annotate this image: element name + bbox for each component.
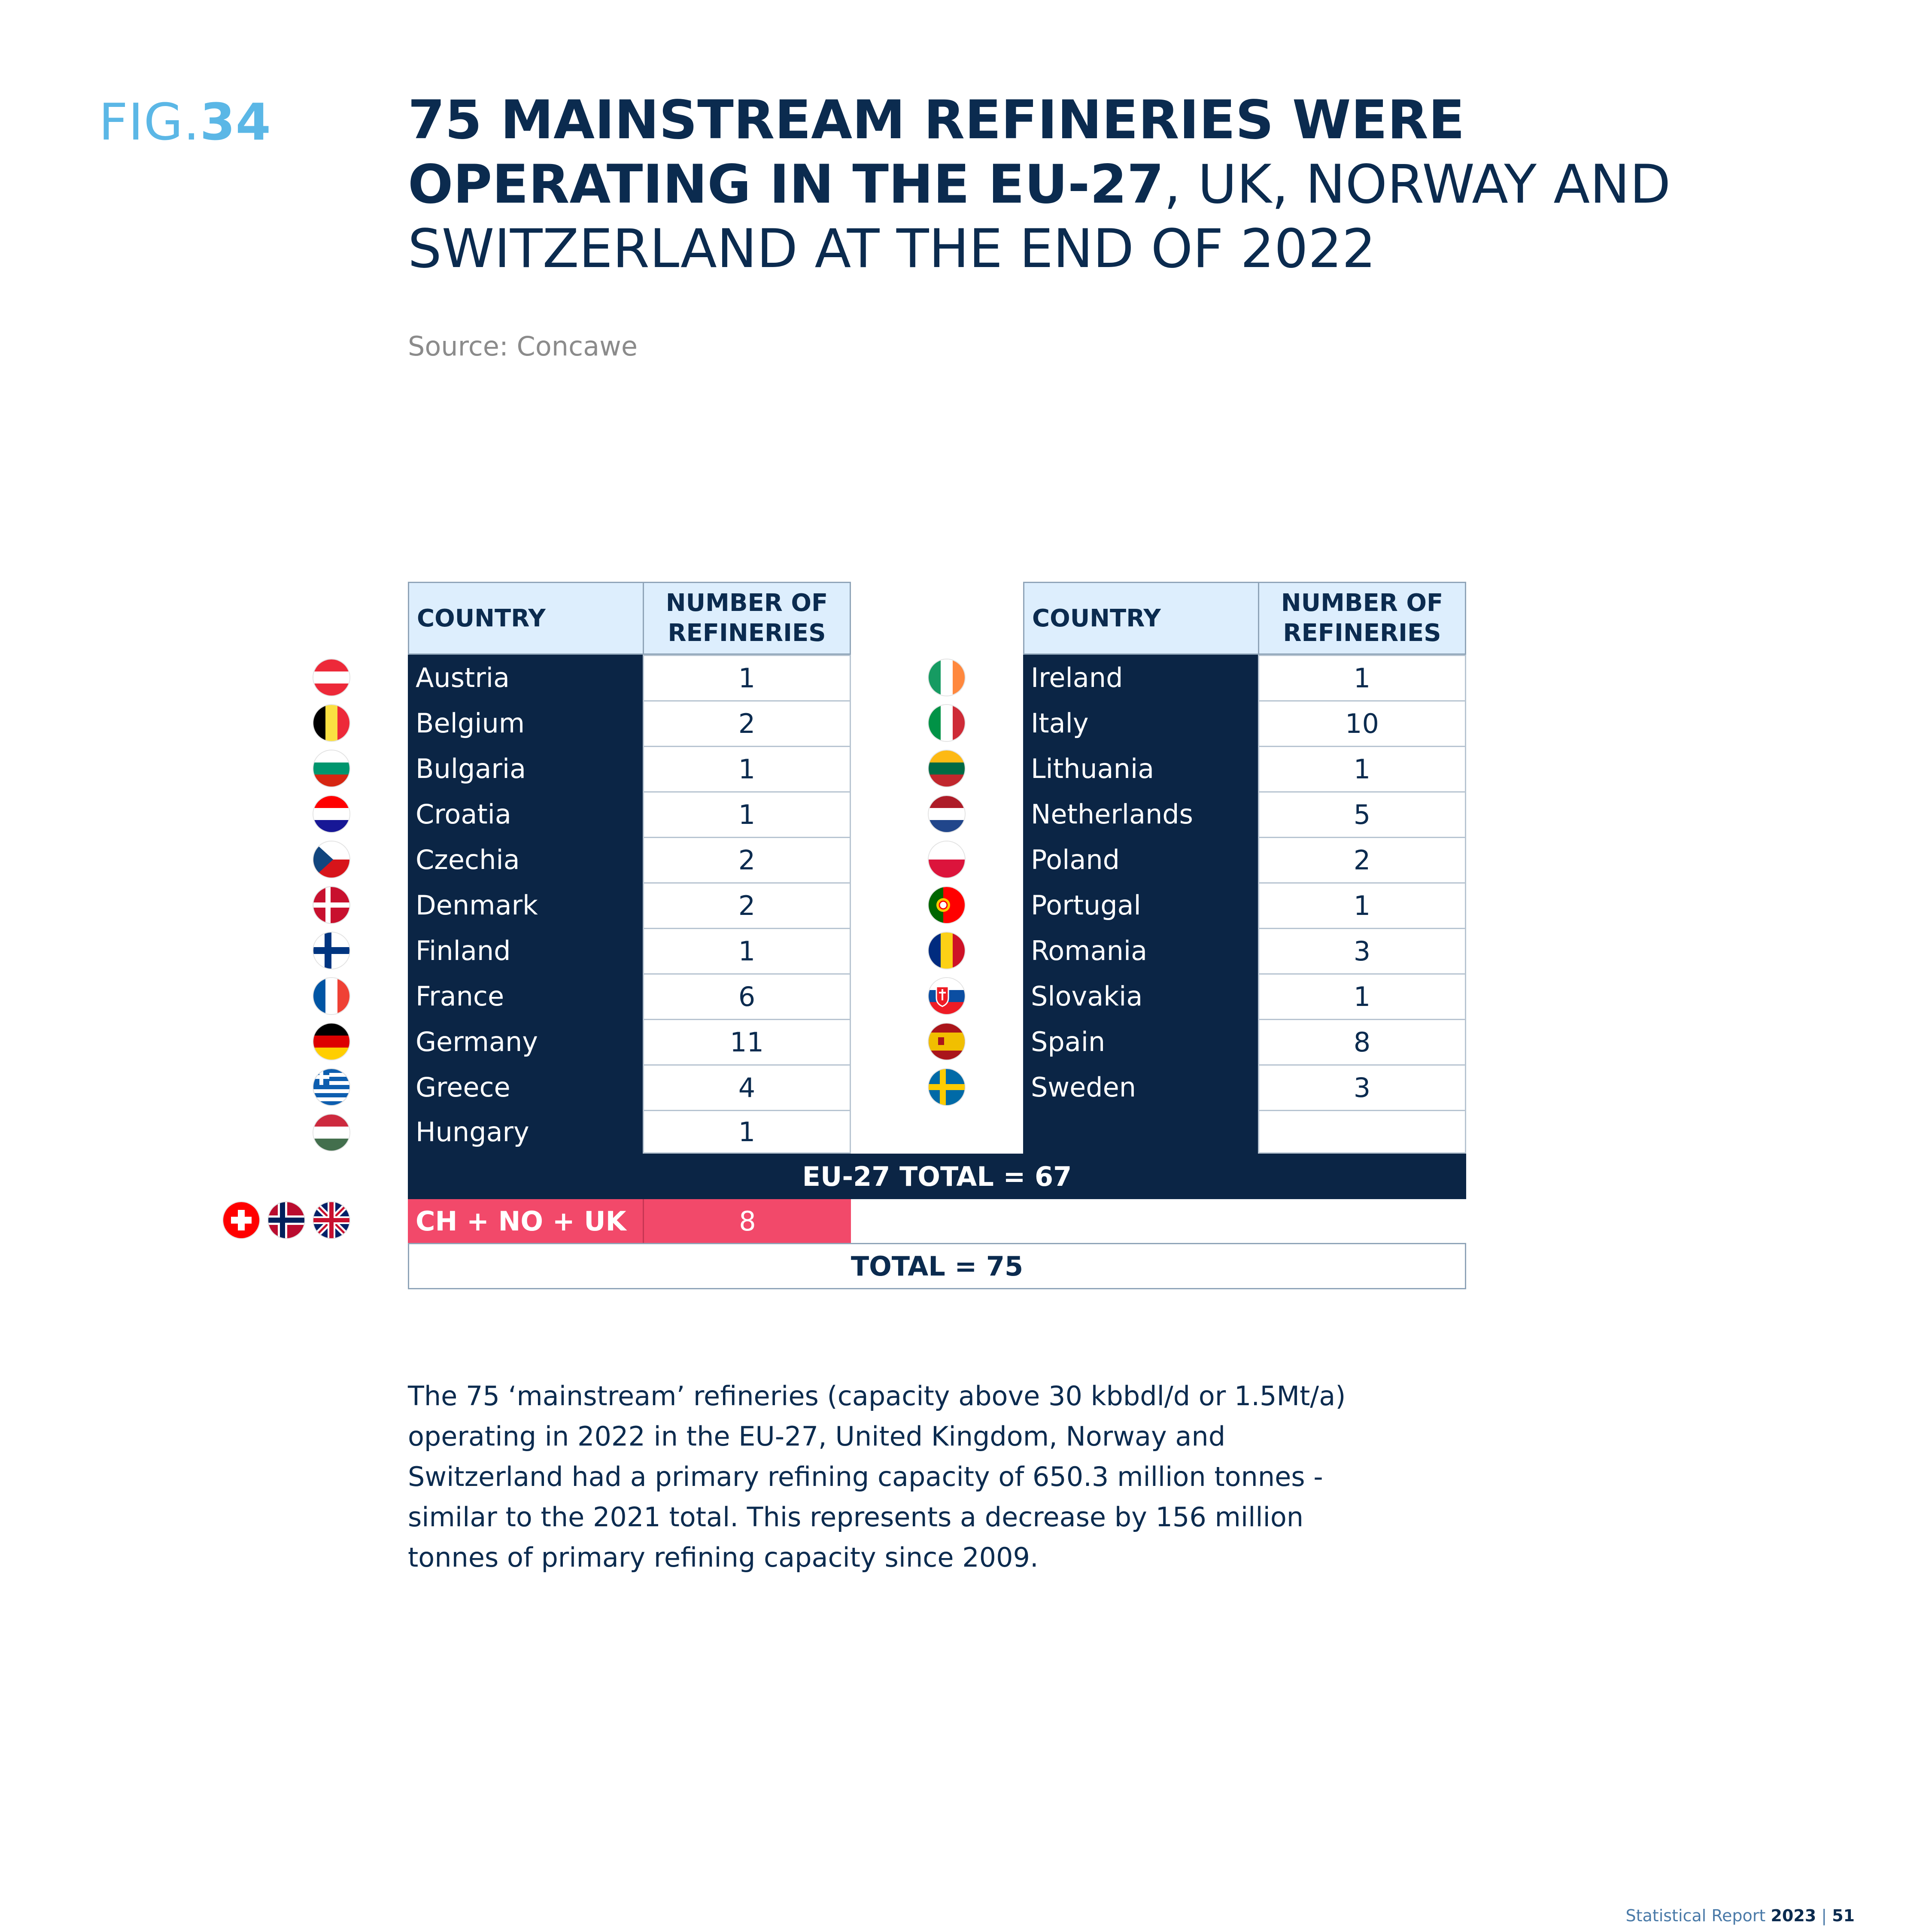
right-empty-value-cell [1258,1108,1466,1154]
refinery-count: 10 [1258,700,1466,747]
refinery-count: 4 [643,1064,851,1111]
right-header-number: NUMBER OF REFINERIES [1258,582,1466,655]
refinery-count: 1 [643,655,851,702]
france-flag-icon [313,977,350,1015]
page-number: 51 [1832,1906,1855,1925]
source-note: Source: Concawe [408,331,638,362]
refinery-count: 1 [1258,882,1466,929]
country-name: Bulgaria [408,746,644,791]
country-name: Austria [408,655,644,700]
refinery-count: 1 [643,791,851,838]
finland-flag-icon [313,932,350,969]
country-name: Hungary [408,1110,644,1154]
netherlands-flag-icon [928,795,966,833]
country-name: Italy [1023,700,1259,746]
denmark-flag-icon [313,886,350,924]
refinery-count: 11 [643,1019,851,1066]
country-name: Poland [1023,837,1259,882]
bulgaria-flag-icon [313,750,350,787]
country-name: Spain [1023,1019,1259,1064]
croatia-flag-icon [313,795,350,833]
non-eu-label: CH + NO + UK [408,1199,644,1243]
italy-flag-icon [928,704,966,742]
refinery-count: 5 [1258,791,1466,838]
refinery-count: 1 [643,746,851,793]
portugal-flag-icon [928,886,966,924]
country-name: Czechia [408,837,644,882]
refinery-count: 2 [1258,837,1466,884]
left-header-country: COUNTRY [408,582,644,655]
ireland-flag-icon [928,659,966,696]
figure-title-rest: , UK, NORWAY AND SWITZERLAND AT THE END … [408,154,1671,280]
country-name: Croatia [408,791,644,837]
refinery-count: 1 [1258,655,1466,702]
figure-title: 75 MAINSTREAM REFINERIES WERE OPERATING … [408,88,1782,281]
country-name: Lithuania [1023,746,1259,791]
germany-flag-icon [313,1023,350,1060]
grand-total: TOTAL = 75 [408,1243,1466,1289]
country-name: Belgium [408,700,644,746]
switzerland-flag-icon [222,1201,260,1239]
refinery-count: 6 [643,973,851,1020]
czechia-flag-icon [313,841,350,878]
country-name: Finland [408,928,644,973]
poland-flag-icon [928,841,966,878]
figure-label-prefix: FIG. [99,92,200,152]
romania-flag-icon [928,932,966,969]
page-footer: Statistical Report 2023 | 51 [1625,1906,1855,1925]
footer-separator: | [1816,1906,1832,1925]
lithuania-flag-icon [928,750,966,787]
country-name: Portugal [1023,882,1259,928]
footer-year: 2023 [1771,1906,1817,1925]
figure-title-bold: 75 MAINSTREAM REFINERIES WERE OPERATING … [408,89,1465,216]
country-name: France [408,973,644,1019]
greece-flag-icon [313,1068,350,1106]
country-name: Slovakia [1023,973,1259,1019]
uk-flag-icon [313,1201,350,1239]
country-name: Denmark [408,882,644,928]
country-name: Greece [408,1064,644,1110]
austria-flag-icon [313,659,350,696]
refinery-count: 1 [643,928,851,975]
hungary-flag-icon [313,1114,350,1151]
spain-flag-icon [928,1023,966,1060]
refinery-count: 2 [643,700,851,747]
refinery-count: 1 [643,1110,851,1154]
eu-total-bar: EU-27 TOTAL = 67 [408,1154,1466,1199]
refinery-count: 1 [1258,746,1466,793]
left-header-number: NUMBER OF REFINERIES [643,582,851,655]
slovakia-flag-icon [928,977,966,1015]
refinery-count: 2 [643,837,851,884]
footer-report: Statistical Report [1625,1906,1771,1925]
sweden-flag-icon [928,1068,966,1106]
refinery-count: 3 [1258,928,1466,975]
body-paragraph: The 75 ‘mainstream’ refineries (capacity… [408,1380,1346,1573]
norway-flag-icon [267,1201,305,1239]
refinery-count: 2 [643,882,851,929]
refinery-count: 8 [1258,1019,1466,1066]
refinery-count: 3 [1258,1064,1466,1111]
non-eu-value: 8 [643,1199,851,1243]
figure-label: FIG.34 [99,92,271,152]
country-name: Germany [408,1019,644,1064]
country-name: Romania [1023,928,1259,973]
right-header-country: COUNTRY [1023,582,1259,655]
refinery-count: 1 [1258,973,1466,1020]
belgium-flag-icon [313,704,350,742]
figure-label-number: 34 [200,92,271,152]
country-name: Netherlands [1023,791,1259,837]
country-name: Sweden [1023,1064,1259,1110]
country-name: Ireland [1023,655,1259,700]
